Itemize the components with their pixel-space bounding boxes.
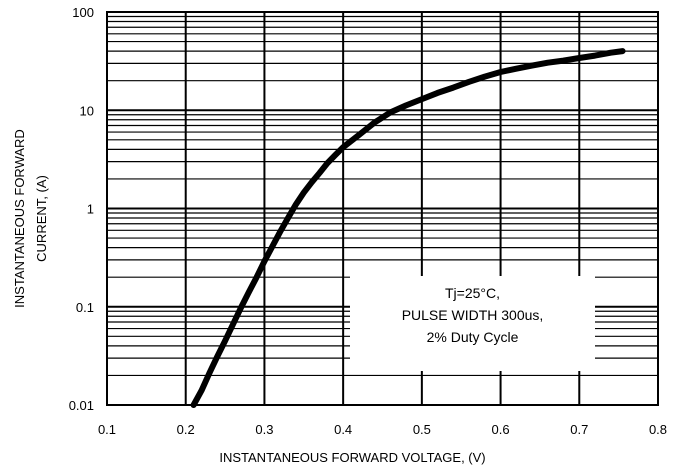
x-tick-label: 0.4 (334, 422, 352, 437)
y-tick-label: 1 (87, 202, 94, 217)
plot-frame (106, 11, 659, 406)
x-axis-ticks: 0.1 0.2 0.3 0.4 0.5 0.6 0.7 0.8 (98, 422, 667, 437)
y-tick-label: 0.01 (69, 398, 94, 413)
x-axis-label: INSTANTANEOUS FORWARD VOLTAGE, (V) (219, 450, 485, 465)
x-tick-label: 0.8 (649, 422, 667, 437)
y-axis-label: INSTANTANEOUS FORWARD CURRENT, (A) (12, 129, 49, 308)
forward-current-curve (190, 48, 626, 408)
y-tick-label: 10 (80, 103, 94, 118)
y-axis-label-line-2: CURRENT, (A) (34, 175, 49, 262)
annotation-line-3: 2% Duty Cycle (427, 329, 519, 345)
x-tick-label: 0.6 (492, 422, 510, 437)
x-tick-label: 0.1 (98, 422, 116, 437)
x-tick-label: 0.5 (413, 422, 431, 437)
annotation-line-1: Tj=25°C, (445, 285, 500, 301)
y-tick-label: 0.1 (76, 300, 94, 315)
x-tick-label: 0.7 (570, 422, 588, 437)
annotation-box (350, 276, 595, 371)
annotation: Tj=25°C, PULSE WIDTH 300us, 2% Duty Cycle (402, 285, 544, 345)
x-tick-label: 0.2 (177, 422, 195, 437)
y-axis-ticks: 0.01 0.1 1 10 100 (69, 5, 94, 413)
annotation-line-2: PULSE WIDTH 300us, (402, 307, 544, 323)
y-axis-label-line-1: INSTANTANEOUS FORWARD (12, 129, 27, 308)
y-tick-label: 100 (72, 5, 94, 20)
x-tick-label: 0.3 (255, 422, 273, 437)
